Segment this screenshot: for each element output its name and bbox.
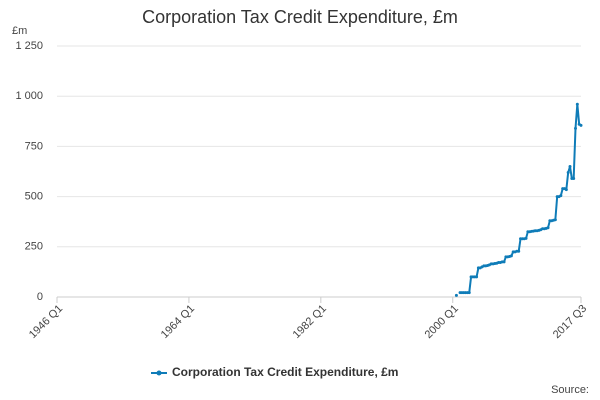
point xyxy=(502,260,506,264)
y-tick-label: 500 xyxy=(25,191,43,203)
x-tick-label: 1982 Q1 xyxy=(291,303,329,341)
point xyxy=(572,177,576,181)
point xyxy=(553,218,557,222)
series-line xyxy=(460,103,582,294)
point xyxy=(568,164,572,168)
chart-title: Corporation Tax Credit Expenditure, £m xyxy=(142,7,458,27)
x-tick-label: 2000 Q1 xyxy=(423,303,461,341)
point xyxy=(574,126,578,130)
x-tick-label: 2017 Q3 xyxy=(551,303,589,341)
point xyxy=(564,188,568,192)
point xyxy=(579,123,583,127)
legend-marker xyxy=(156,370,162,376)
point xyxy=(566,171,570,175)
y-tick-label: 1 250 xyxy=(15,40,43,52)
y-tick-label: 750 xyxy=(25,140,43,152)
legend-label: Corporation Tax Credit Expenditure, £m xyxy=(172,365,398,379)
point xyxy=(546,226,550,230)
y-axis-unit: £m xyxy=(12,25,27,37)
source: Source: xyxy=(551,384,589,396)
point xyxy=(575,102,579,106)
point xyxy=(559,194,563,198)
point xyxy=(467,291,471,295)
x-tick-label: 1964 Q1 xyxy=(159,303,197,341)
point xyxy=(517,249,521,253)
x-tick-label: 1946 Q1 xyxy=(27,303,65,341)
y-tick-label: 0 xyxy=(37,291,43,303)
point xyxy=(509,254,513,258)
y-tick-label: 1 000 xyxy=(15,90,43,102)
point xyxy=(454,293,458,297)
y-tick-label: 250 xyxy=(25,241,43,253)
point xyxy=(524,236,528,240)
point xyxy=(475,275,479,279)
